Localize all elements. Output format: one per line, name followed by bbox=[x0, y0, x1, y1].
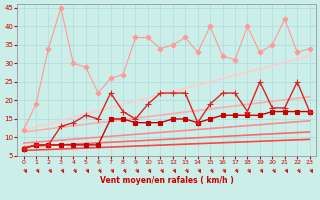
X-axis label: Vent moyen/en rafales ( km/h ): Vent moyen/en rafales ( km/h ) bbox=[100, 176, 234, 185]
